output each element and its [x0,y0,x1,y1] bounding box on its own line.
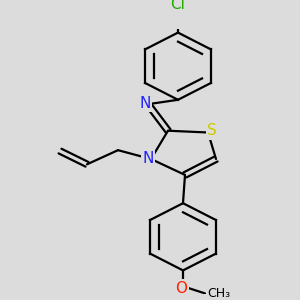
Text: N: N [142,151,154,166]
Text: O: O [175,280,187,296]
Text: CH₃: CH₃ [207,287,231,300]
Text: N: N [139,96,151,111]
Text: S: S [207,123,217,138]
Text: Cl: Cl [171,0,185,12]
